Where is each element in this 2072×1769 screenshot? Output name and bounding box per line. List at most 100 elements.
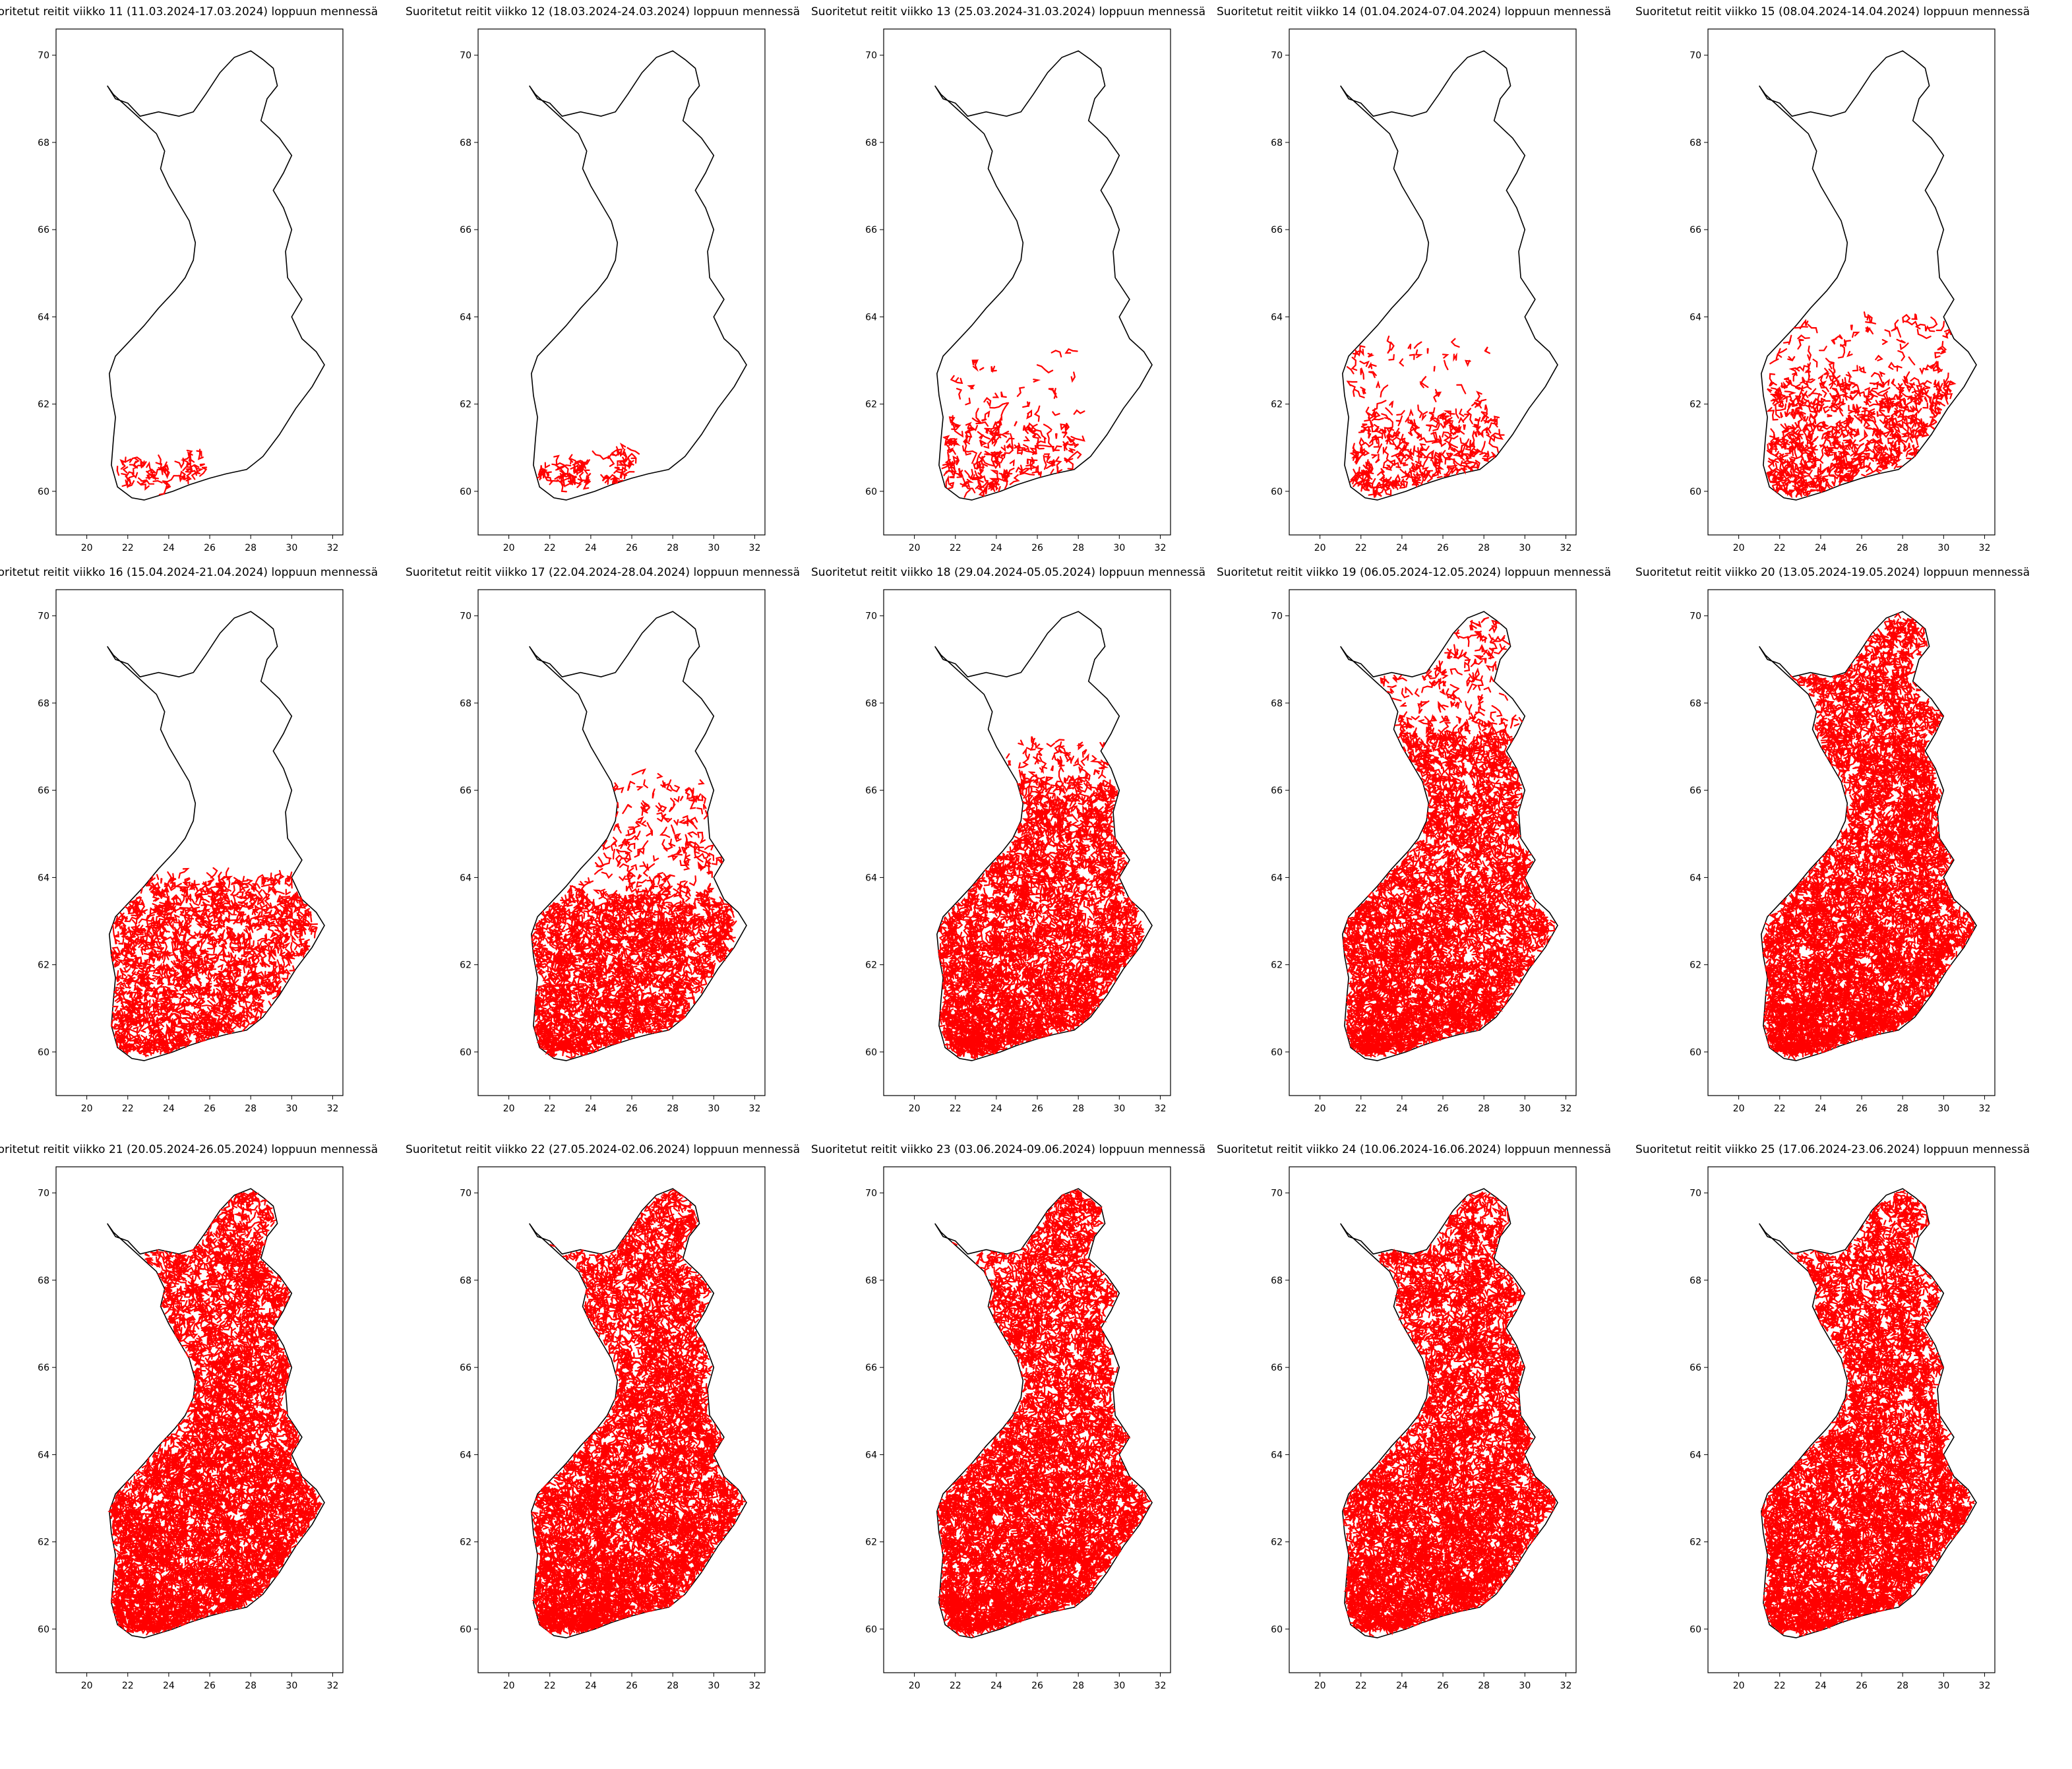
x-tick-label: 32 bbox=[1155, 543, 1167, 553]
route-lines bbox=[110, 867, 319, 1057]
x-tick-label: 28 bbox=[1072, 1103, 1084, 1114]
x-tick-label: 26 bbox=[626, 1681, 638, 1691]
x-tick-label: 26 bbox=[204, 543, 216, 553]
y-tick-label: 62 bbox=[460, 1537, 472, 1548]
x-tick-label: 20 bbox=[909, 1681, 921, 1691]
y-tick-label: 60 bbox=[1690, 1047, 1701, 1058]
y-tick-label: 66 bbox=[38, 786, 49, 796]
x-tick-label: 30 bbox=[1937, 1681, 1949, 1691]
x-tick-label: 26 bbox=[626, 1103, 638, 1114]
map-panel: Suoritetut reitit viikko 22 (27.05.2024-… bbox=[406, 1143, 800, 1729]
y-tick-label: 64 bbox=[460, 1450, 472, 1460]
y-tick-label: 60 bbox=[38, 487, 49, 497]
y-tick-label: 68 bbox=[38, 698, 49, 709]
y-tick-label: 68 bbox=[1271, 1276, 1283, 1286]
axes-frame bbox=[477, 1166, 766, 1673]
map-axes: 20 22 24 26 28 30 32 60 62 64 66 68 70 bbox=[460, 28, 766, 553]
y-tick-label: 64 bbox=[38, 312, 49, 323]
x-tick-label: 30 bbox=[286, 1103, 297, 1114]
y-tick-label: 68 bbox=[1271, 698, 1283, 709]
x-tick-label: 20 bbox=[503, 1103, 515, 1114]
route-lines bbox=[531, 768, 737, 1059]
y-tick-label: 70 bbox=[38, 611, 49, 622]
y-tick-label: 62 bbox=[865, 400, 877, 410]
x-tick-label: 28 bbox=[245, 1681, 257, 1691]
map-axes: 20 22 24 26 28 30 32 60 62 64 66 68 70 bbox=[865, 28, 1171, 553]
panel-title: Suoritetut reitit viikko 13 (25.03.2024-… bbox=[811, 5, 1206, 18]
x-tick-label: 24 bbox=[1815, 1103, 1827, 1114]
y-tick-label: 66 bbox=[865, 1363, 877, 1373]
x-tick-label: 22 bbox=[1355, 1681, 1367, 1691]
x-tick-label: 24 bbox=[585, 1681, 597, 1691]
map-panel: Suoritetut reitit viikko 13 (25.03.2024-… bbox=[811, 5, 1205, 592]
x-tick-label: 26 bbox=[1856, 1681, 1868, 1691]
x-tick-label: 30 bbox=[708, 1681, 719, 1691]
x-tick-label: 30 bbox=[1937, 1103, 1949, 1114]
panel-title: Suoritetut reitit viikko 21 (20.05.2024-… bbox=[0, 1143, 379, 1156]
y-tick-label: 70 bbox=[38, 1189, 49, 1199]
y-tick-label: 70 bbox=[1271, 51, 1283, 61]
map-panel: Suoritetut reitit viikko 23 (03.06.2024-… bbox=[811, 1143, 1205, 1729]
x-tick-label: 30 bbox=[1519, 543, 1531, 553]
map-axes: 20 22 24 26 28 30 32 60 62 64 66 68 70 bbox=[1271, 589, 1577, 1114]
map-panel: Suoritetut reitit viikko 15 (08.04.2024-… bbox=[1635, 5, 2030, 592]
x-tick-label: 26 bbox=[1437, 1681, 1449, 1691]
x-tick-label: 30 bbox=[708, 1103, 719, 1114]
map-panel: Suoritetut reitit viikko 20 (13.05.2024-… bbox=[1635, 566, 2030, 1152]
y-tick-label: 60 bbox=[865, 487, 877, 497]
y-tick-label: 60 bbox=[460, 1625, 472, 1635]
y-tick-label: 66 bbox=[1271, 786, 1283, 796]
axes-frame bbox=[883, 1166, 1171, 1673]
y-tick-label: 68 bbox=[1690, 698, 1701, 709]
x-tick-label: 22 bbox=[544, 1103, 556, 1114]
y-tick-label: 60 bbox=[1271, 487, 1283, 497]
y-tick-label: 70 bbox=[1271, 1189, 1283, 1199]
map-panel: Suoritetut reitit viikko 25 (17.06.2024-… bbox=[1635, 1143, 2030, 1729]
x-tick-label: 28 bbox=[1478, 543, 1490, 553]
panel-title: Suoritetut reitit viikko 16 (15.04.2024-… bbox=[0, 566, 379, 579]
x-tick-label: 20 bbox=[81, 1681, 93, 1691]
axes-frame bbox=[883, 28, 1171, 536]
axes-frame bbox=[1289, 28, 1577, 536]
x-tick-label: 26 bbox=[1031, 1681, 1043, 1691]
map-axes: 20 22 24 26 28 30 32 60 62 64 66 68 70 bbox=[865, 589, 1171, 1114]
x-tick-label: 24 bbox=[585, 1103, 597, 1114]
y-tick-label: 64 bbox=[460, 873, 472, 883]
x-tick-label: 32 bbox=[749, 1103, 761, 1114]
y-tick-label: 64 bbox=[1690, 873, 1701, 883]
x-tick-label: 20 bbox=[81, 543, 93, 553]
routes bbox=[107, 1190, 322, 1636]
x-tick-label: 22 bbox=[122, 543, 134, 553]
x-tick-label: 32 bbox=[327, 1681, 339, 1691]
axes-frame bbox=[1289, 1166, 1577, 1673]
panel-title: Suoritetut reitit viikko 25 (17.06.2024-… bbox=[1635, 1143, 2030, 1156]
y-tick-label: 62 bbox=[1690, 960, 1701, 971]
finland-outline bbox=[1340, 50, 1558, 501]
y-tick-label: 62 bbox=[865, 960, 877, 971]
x-tick-label: 24 bbox=[1396, 1681, 1408, 1691]
x-tick-label: 20 bbox=[909, 543, 921, 553]
x-tick-label: 30 bbox=[1519, 1103, 1531, 1114]
x-tick-label: 32 bbox=[1560, 543, 1572, 553]
y-tick-label: 62 bbox=[38, 400, 49, 410]
x-tick-label: 30 bbox=[708, 543, 719, 553]
y-tick-label: 68 bbox=[38, 1276, 49, 1286]
x-tick-label: 22 bbox=[1774, 543, 1786, 553]
x-tick-label: 24 bbox=[1815, 1681, 1827, 1691]
y-tick-label: 60 bbox=[38, 1047, 49, 1058]
y-tick-label: 60 bbox=[1271, 1625, 1283, 1635]
route-lines bbox=[107, 1190, 322, 1636]
map-panel: Suoritetut reitit viikko 16 (15.04.2024-… bbox=[0, 566, 378, 1152]
route-lines bbox=[937, 1188, 1152, 1638]
x-tick-label: 26 bbox=[1856, 1103, 1868, 1114]
x-tick-label: 32 bbox=[749, 543, 761, 553]
y-tick-label: 64 bbox=[460, 312, 472, 323]
finland-outline bbox=[934, 50, 1153, 501]
x-tick-label: 28 bbox=[1897, 543, 1908, 553]
x-tick-label: 20 bbox=[503, 543, 515, 553]
finland-outline bbox=[1759, 1188, 1977, 1638]
map-panel: Suoritetut reitit viikko 12 (18.03.2024-… bbox=[406, 5, 800, 592]
routes bbox=[937, 1188, 1152, 1638]
map-axes: 20 22 24 26 28 30 32 60 62 64 66 68 70 bbox=[1690, 28, 1996, 553]
x-tick-label: 30 bbox=[286, 543, 297, 553]
